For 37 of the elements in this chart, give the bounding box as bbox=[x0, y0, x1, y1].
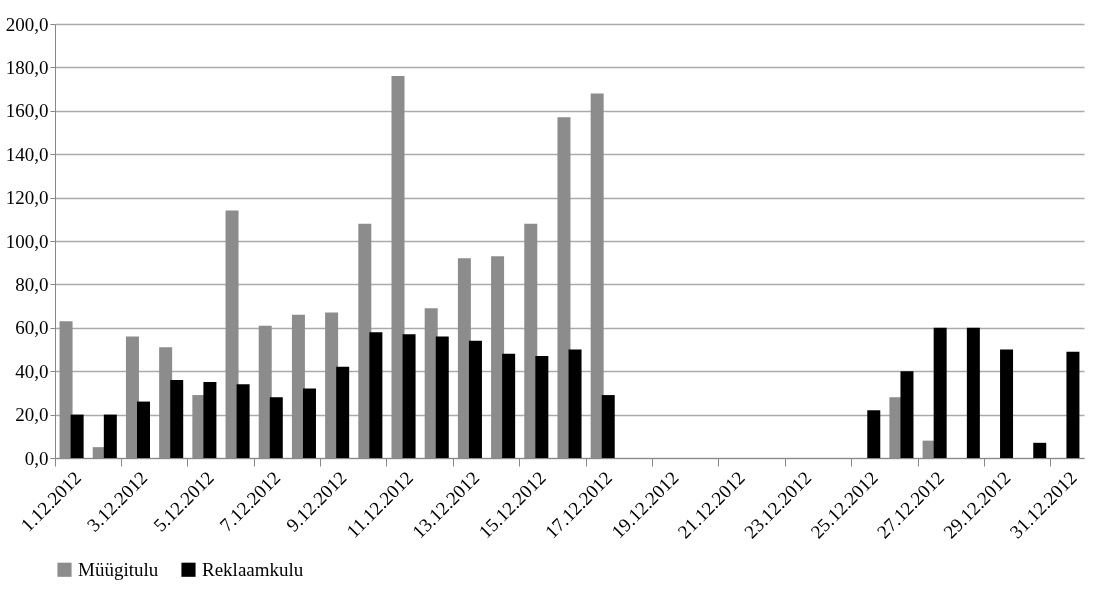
y-tick-label: 100,0 bbox=[5, 230, 49, 252]
bar bbox=[1000, 349, 1014, 458]
y-tick-label: 140,0 bbox=[5, 143, 49, 165]
bar bbox=[933, 327, 947, 458]
bar bbox=[369, 332, 383, 458]
bar bbox=[601, 395, 615, 458]
bar bbox=[900, 371, 914, 458]
y-tick-label: 0,0 bbox=[24, 447, 49, 469]
bar bbox=[336, 366, 350, 458]
bar bbox=[535, 356, 549, 458]
y-tick-label: 200,0 bbox=[5, 13, 49, 35]
y-tick-label: 40,0 bbox=[15, 360, 49, 382]
bar bbox=[502, 353, 516, 458]
y-tick-label: 180,0 bbox=[5, 56, 49, 78]
bar bbox=[170, 379, 184, 458]
bar bbox=[137, 401, 151, 458]
bar bbox=[70, 414, 84, 458]
bar bbox=[236, 384, 250, 458]
bar bbox=[302, 388, 316, 458]
legend-label: Müügitulu bbox=[78, 558, 159, 580]
bar bbox=[203, 382, 217, 458]
y-tick-label: 120,0 bbox=[5, 187, 49, 209]
bar bbox=[966, 327, 980, 458]
bar bbox=[269, 397, 283, 458]
bar bbox=[103, 414, 117, 458]
legend-label: Reklaamkulu bbox=[202, 558, 304, 580]
y-tick-label: 20,0 bbox=[15, 404, 49, 426]
bar bbox=[468, 340, 482, 458]
bar bbox=[1033, 442, 1047, 458]
bar bbox=[1066, 351, 1080, 458]
y-tick-label: 60,0 bbox=[15, 317, 49, 339]
bar bbox=[402, 334, 416, 458]
bar bbox=[568, 349, 582, 458]
bar bbox=[435, 336, 449, 458]
y-tick-label: 160,0 bbox=[5, 100, 49, 122]
y-tick-label: 80,0 bbox=[15, 273, 49, 295]
bar bbox=[867, 410, 881, 458]
